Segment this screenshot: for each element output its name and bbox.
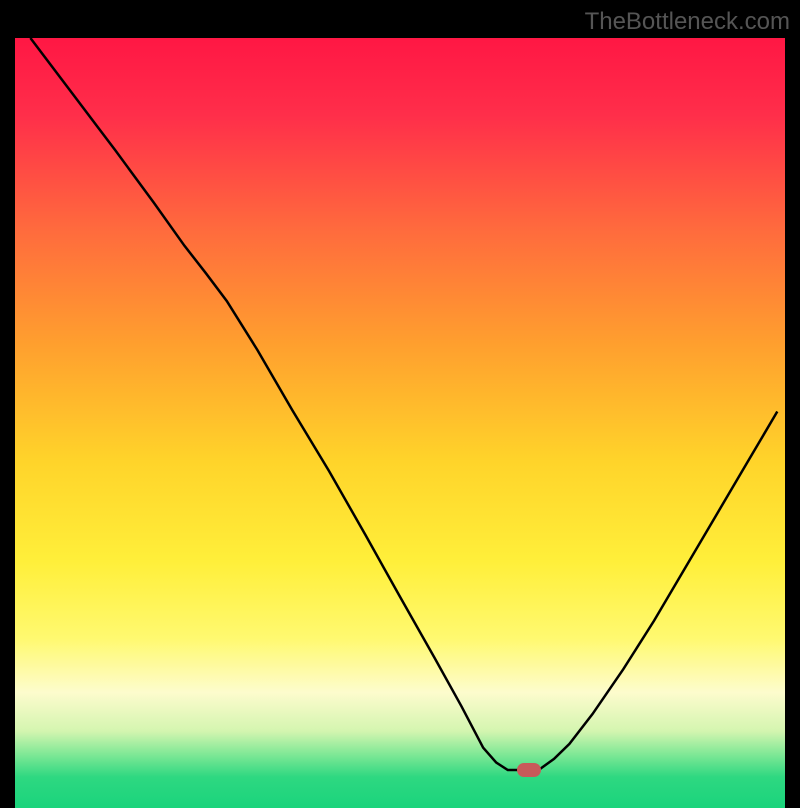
chart-container	[15, 38, 785, 785]
watermark-text: TheBottleneck.com	[585, 8, 790, 36]
plot-area	[15, 38, 785, 785]
minimum-marker	[517, 763, 541, 777]
curve-line	[15, 38, 785, 785]
